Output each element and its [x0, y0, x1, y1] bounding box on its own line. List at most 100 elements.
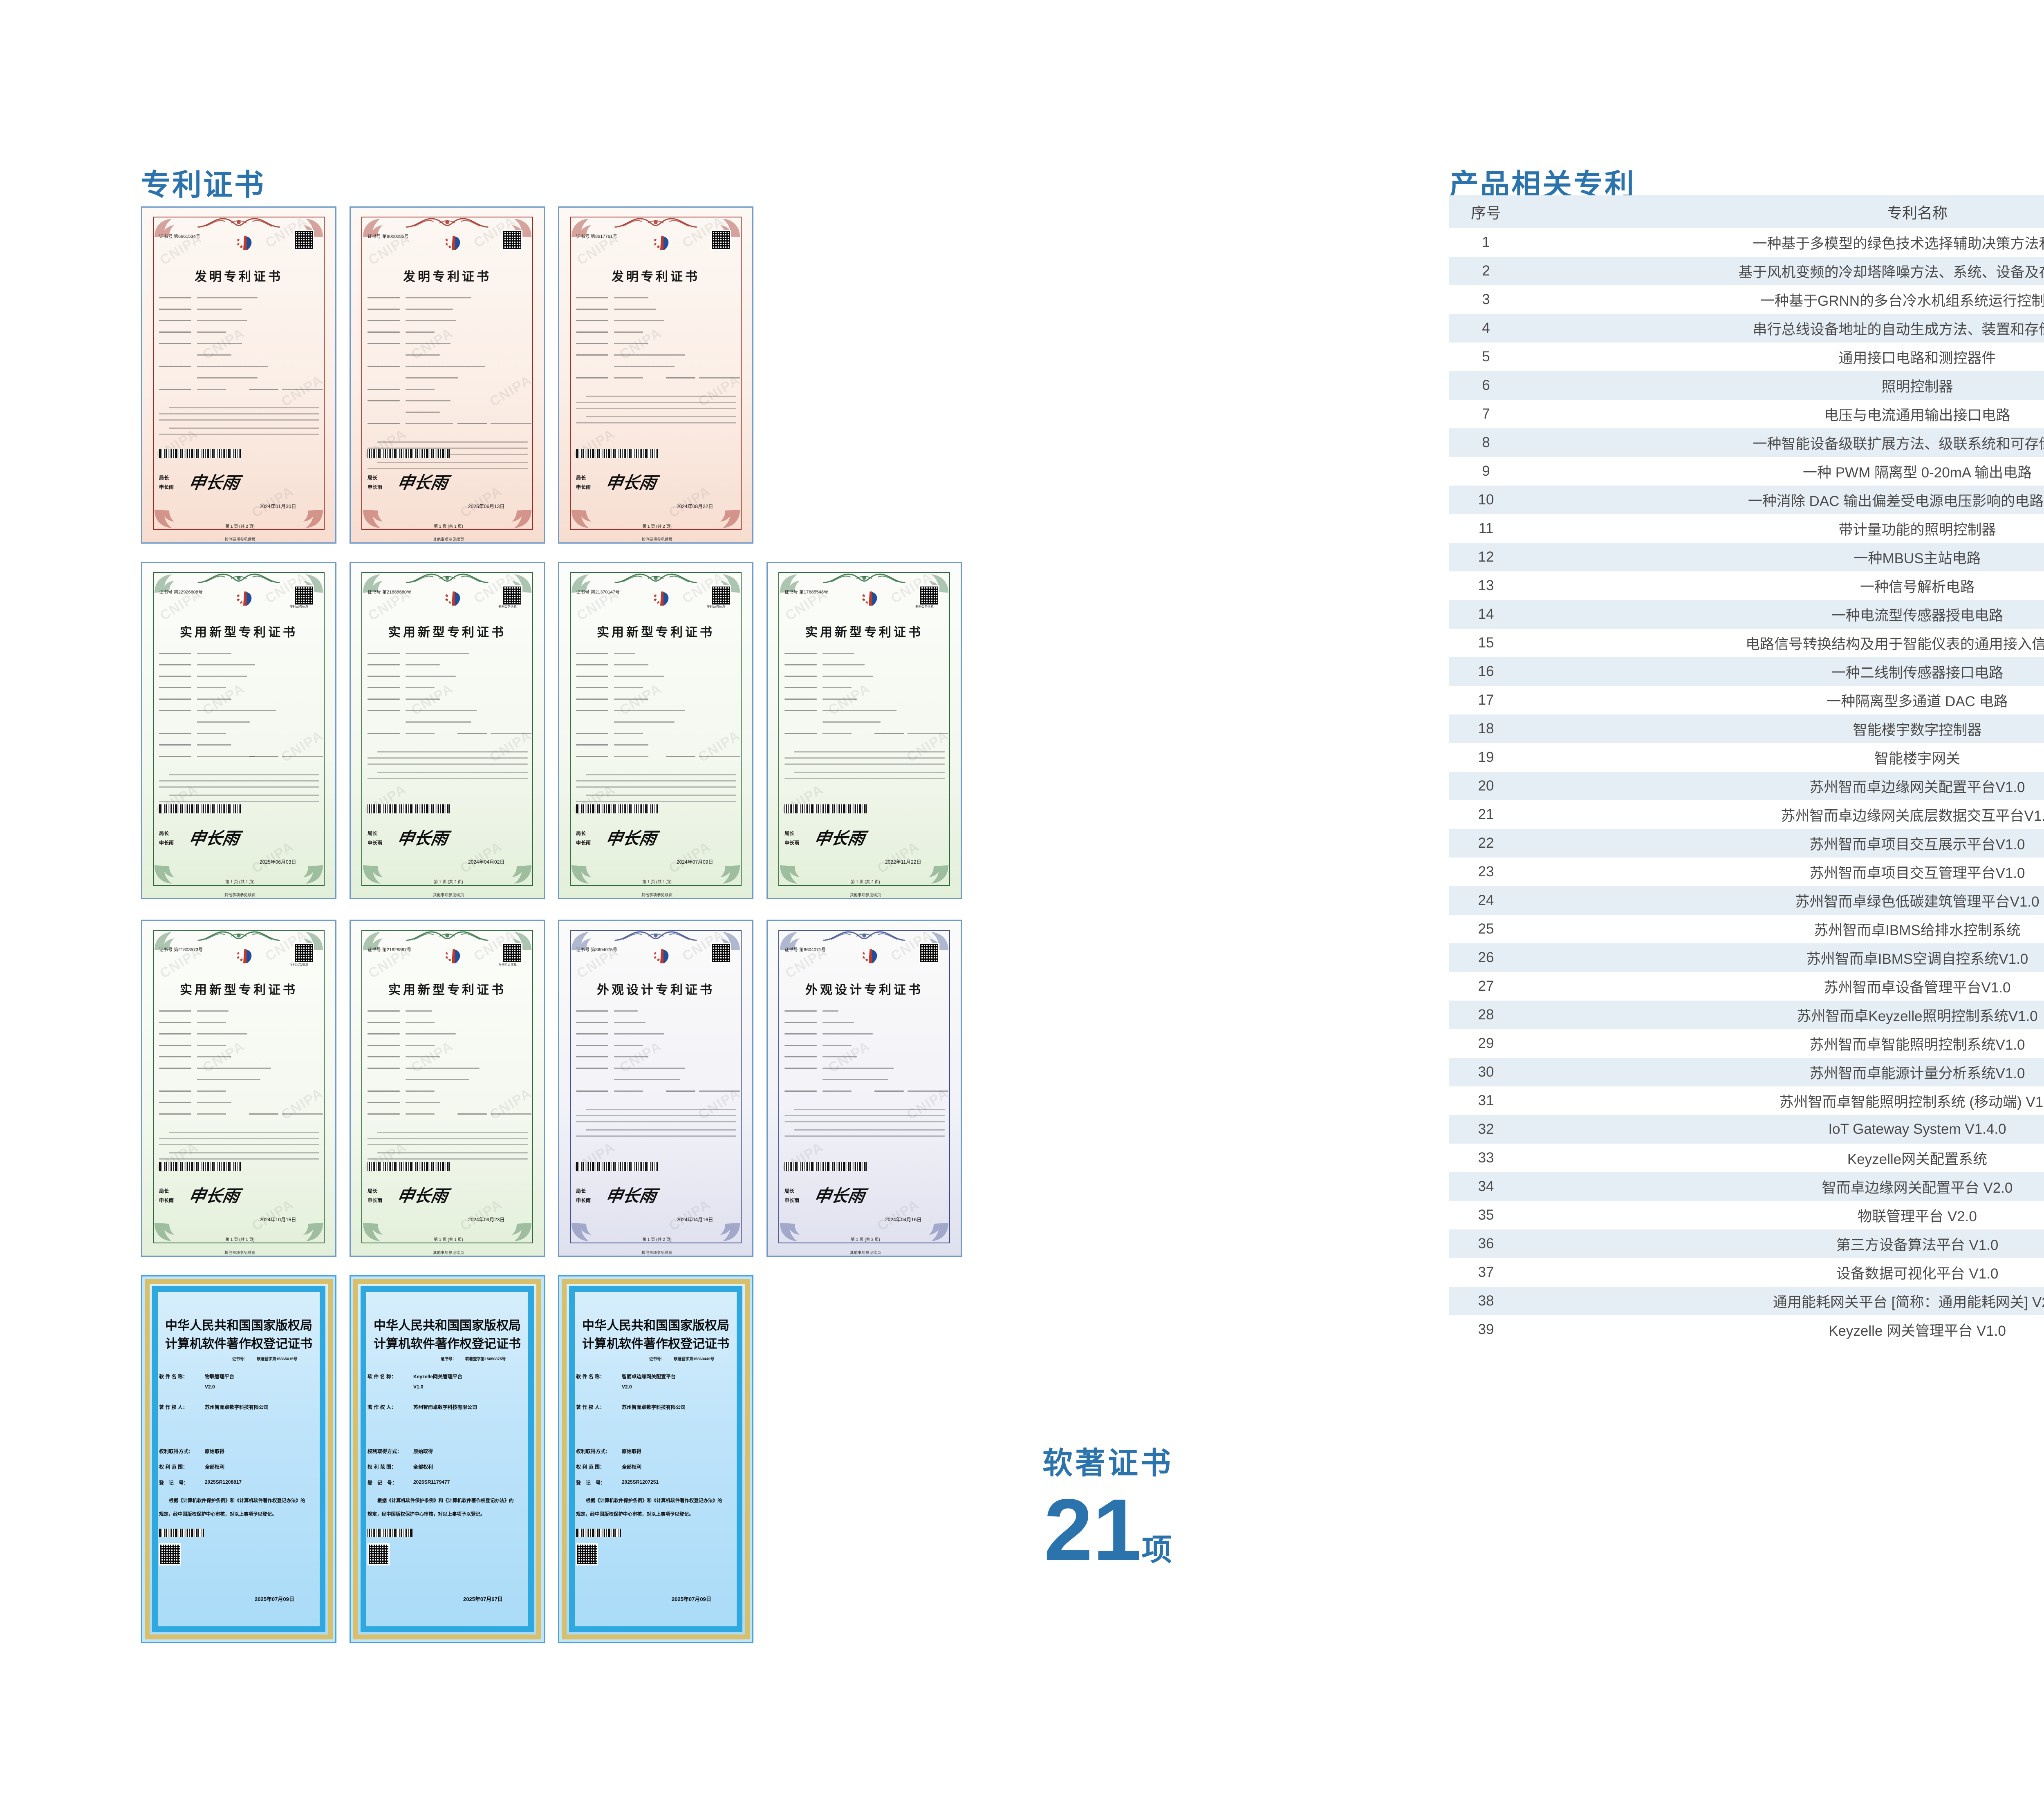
text-line	[169, 407, 319, 408]
table-row: 25苏州智而卓IBMS给排水控制系统软著	[1449, 915, 2044, 943]
cell-patent-name: 苏州智而卓智能照明控制系统V1.0	[1809, 1037, 2025, 1053]
text-line	[823, 676, 873, 677]
owner-label: 著 作 权 人：	[576, 1404, 605, 1410]
director-label: 局长	[159, 475, 169, 481]
table-row: 5通用接口电路和测控器件发明	[1449, 343, 2044, 371]
table-row: 9一种 PWM 隔离型 0-20mA 输出电路发明	[1449, 457, 2044, 486]
text-line	[406, 1113, 435, 1115]
cell-patent-name: 智能楼宇网关	[1874, 750, 1960, 767]
text-line	[823, 1090, 852, 1092]
text-line	[614, 676, 664, 677]
scope-label: 权 利 范 围：	[368, 1464, 397, 1470]
text-line	[406, 354, 440, 356]
table-row: 3一种基于GRNN的多台冷水机组系统运行控制方法发明	[1449, 285, 2044, 314]
cell-patent-index: 25	[1478, 921, 1494, 937]
text-line	[368, 1102, 400, 1104]
cell-patent-name: 一种基于多模型的绿色技术选择辅助决策方法和系统	[1753, 235, 2044, 252]
certificate-green: CNIPA CNIPA CNIPA CNIPA CNIPA CNIPA 证书号 第21803…	[141, 920, 336, 1257]
certificate-heading: 实用新型专利证书	[805, 626, 923, 639]
director-signature: 申长雨	[396, 473, 450, 493]
corner-ornament	[504, 1221, 533, 1243]
text-line	[576, 1010, 608, 1012]
director-label: 局长	[576, 831, 586, 836]
cell-patent-name: 串行总线设备地址的自动生成方法、装置和存储介质	[1753, 321, 2044, 338]
cnipa-logo-icon	[442, 948, 463, 964]
director-signature: 申长雨	[604, 1186, 658, 1206]
text-line	[784, 653, 817, 654]
cell-patent-index: 37	[1478, 1264, 1494, 1280]
text-line	[406, 423, 453, 425]
text-line	[159, 786, 319, 788]
text-line	[159, 1056, 191, 1058]
issue-date: 2024年08月22日	[677, 504, 713, 509]
text-line	[784, 1115, 945, 1116]
text-line	[159, 297, 191, 299]
text-line	[159, 331, 191, 333]
reg-no-value: 2025SR1208817	[205, 1479, 242, 1485]
table-row: 1一种基于多模型的绿色技术选择辅助决策方法和系统发明	[1449, 228, 2044, 257]
text-line	[614, 756, 648, 757]
cell-patent-index: 16	[1478, 663, 1494, 679]
gold-border-band	[145, 1279, 333, 1639]
barcode	[576, 1162, 658, 1171]
text-line	[784, 1090, 817, 1092]
text-line	[197, 721, 250, 723]
text-line	[406, 400, 450, 402]
certificate-number: 证书号 第21888680号	[368, 590, 411, 595]
cell-patent-index: 33	[1478, 1150, 1494, 1166]
scope-label: 权 利 范 围：	[159, 1464, 188, 1470]
text-line	[794, 751, 945, 752]
top-flourish-ornament	[194, 927, 284, 943]
cell-patent-index: 30	[1478, 1064, 1494, 1080]
text-line	[368, 331, 400, 333]
barcode	[368, 449, 450, 458]
cnipa-logo-icon	[234, 235, 255, 251]
corner-ornament	[570, 864, 598, 886]
text-line	[576, 377, 608, 379]
text-line	[406, 309, 453, 310]
issue-date: 2025年07月09日	[255, 1596, 294, 1602]
text-line	[823, 653, 854, 654]
text-line	[368, 400, 400, 402]
software-copyright-count-wrap: 21项	[993, 1486, 1222, 1574]
cell-patent-name: 苏州智而卓IBMS空调自控系统V1.0	[1806, 951, 2028, 967]
text-line	[614, 710, 685, 712]
text-line	[406, 699, 440, 700]
director-signature: 申长雨	[604, 473, 658, 493]
corner-ornament	[296, 508, 325, 530]
director-label: 局长	[368, 475, 378, 481]
top-flourish-ornament	[194, 213, 284, 230]
issue-date: 2024年01月30日	[260, 504, 296, 509]
heading-line-1: 中华人民共和国国家版权局	[165, 1319, 312, 1332]
text-line	[586, 396, 736, 397]
text-line	[576, 1121, 736, 1122]
cell-patent-name: 苏州智而卓项目交互管理平台V1.0	[1809, 865, 2025, 881]
acquire-value: 原始取得	[622, 1449, 642, 1454]
text-line	[368, 676, 400, 677]
certificate-number: 证书号 第8617761号	[576, 234, 617, 239]
barcode	[368, 1529, 412, 1537]
cell-patent-index: 26	[1478, 949, 1494, 965]
cell-patent-name: 带计量功能的照明控制器	[1838, 522, 1996, 538]
issue-date: 2024年04月02日	[468, 859, 505, 865]
cell-patent-index: 20	[1478, 778, 1494, 794]
text-line	[197, 1102, 231, 1104]
text-line	[197, 699, 231, 700]
text-line	[406, 297, 471, 299]
top-flourish-ornament	[611, 213, 701, 230]
text-line	[699, 756, 740, 757]
sw-name-value: Keyzelle网关管理平台	[413, 1374, 463, 1379]
cert-no-label: 证书号：	[649, 1357, 665, 1361]
certificate-frame	[570, 930, 742, 1243]
cert-no-value: 软著登字第15856875号	[465, 1357, 506, 1361]
text-line	[586, 1129, 736, 1131]
director-name: 申长雨	[159, 840, 174, 846]
text-line	[491, 733, 531, 734]
